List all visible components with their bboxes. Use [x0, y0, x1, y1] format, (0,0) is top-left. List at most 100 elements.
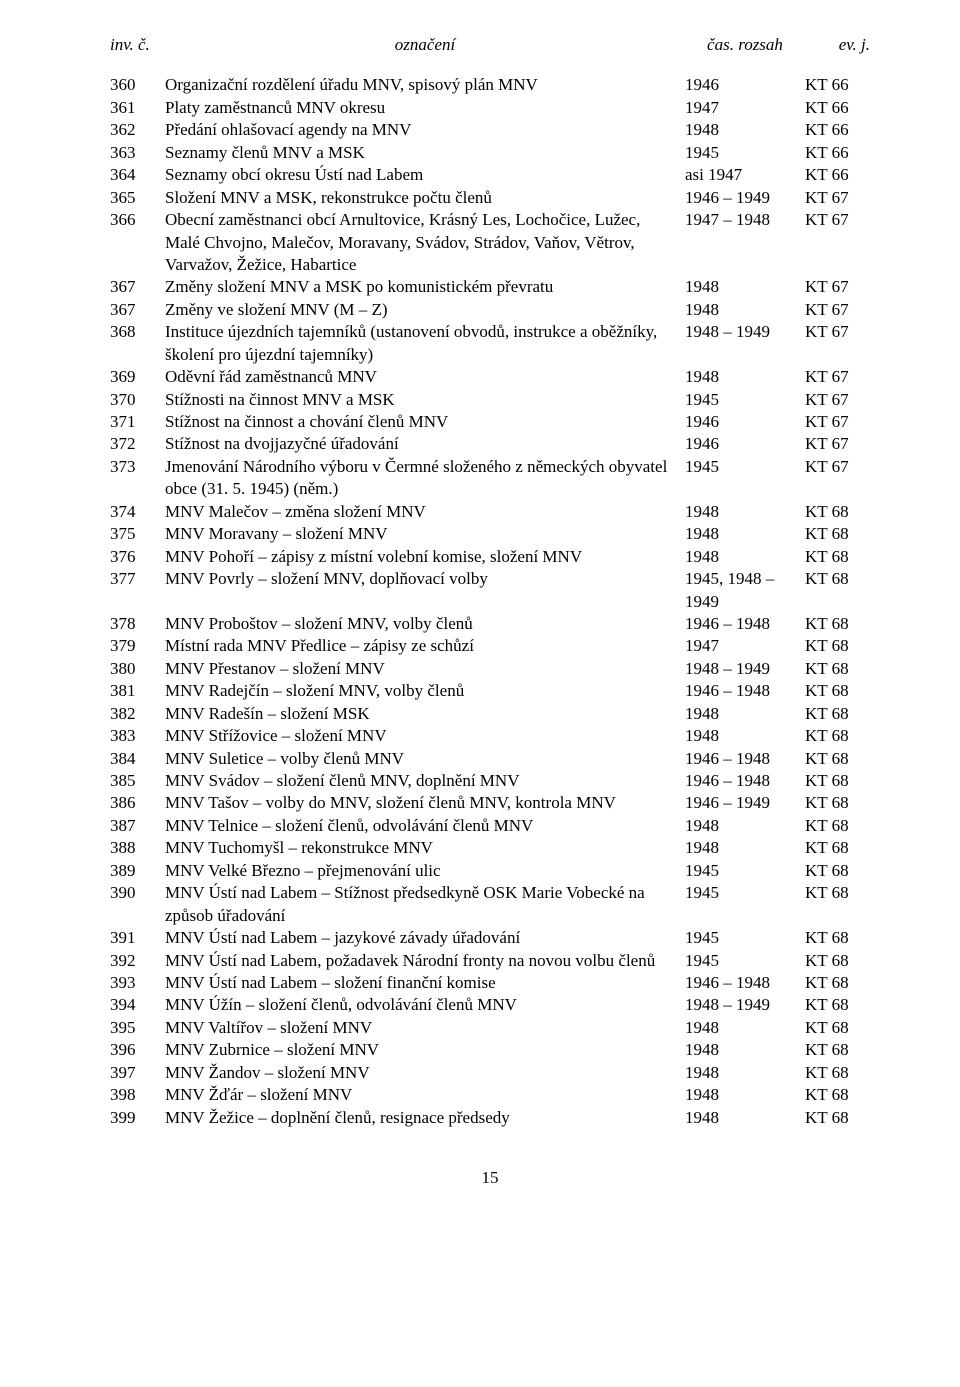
cell-cas: 1945 — [685, 950, 805, 972]
cell-inv: 388 — [110, 837, 165, 859]
table-row: 398MNV Žďár – složení MNV1948KT 68 — [110, 1084, 870, 1106]
cell-ev: KT 67 — [805, 389, 870, 411]
cell-cas: 1948 — [685, 299, 805, 321]
cell-ozn: MNV Tuchomyšl – rekonstrukce MNV — [165, 837, 685, 859]
cell-inv: 391 — [110, 927, 165, 949]
cell-ozn: Organizační rozdělení úřadu MNV, spisový… — [165, 74, 685, 96]
cell-ev: KT 68 — [805, 1107, 870, 1129]
cell-inv: 397 — [110, 1062, 165, 1084]
cell-inv: 390 — [110, 882, 165, 904]
cell-inv: 365 — [110, 187, 165, 209]
cell-inv: 367 — [110, 276, 165, 298]
table-row: 366Obecní zaměstnanci obcí Arnultovice, … — [110, 209, 870, 276]
table-row: 373Jmenování Národního výboru v Čermné s… — [110, 456, 870, 501]
cell-ozn: Obecní zaměstnanci obcí Arnultovice, Krá… — [165, 209, 685, 276]
cell-cas: 1948 – 1949 — [685, 994, 805, 1016]
table-row: 399MNV Žežice – doplnění členů, resignac… — [110, 1107, 870, 1129]
cell-ev: KT 67 — [805, 321, 870, 343]
cell-ev: KT 68 — [805, 748, 870, 770]
cell-inv: 395 — [110, 1017, 165, 1039]
cell-ev: KT 68 — [805, 860, 870, 882]
table-row: 396MNV Zubrnice – složení MNV1948KT 68 — [110, 1039, 870, 1061]
table-row: 369Oděvní řád zaměstnanců MNV1948KT 67 — [110, 366, 870, 388]
cell-inv: 375 — [110, 523, 165, 545]
table-row: 394MNV Úžín – složení členů, odvolávání … — [110, 994, 870, 1016]
cell-inv: 366 — [110, 209, 165, 231]
table-row: 376MNV Pohoří – zápisy z místní volební … — [110, 546, 870, 568]
cell-ozn: MNV Ústí nad Labem – složení finanční ko… — [165, 972, 685, 994]
cell-cas: 1947 – 1948 — [685, 209, 805, 231]
cell-cas: 1948 — [685, 815, 805, 837]
cell-ev: KT 68 — [805, 523, 870, 545]
cell-inv: 387 — [110, 815, 165, 837]
cell-cas: 1948 — [685, 546, 805, 568]
cell-cas: 1946 — [685, 411, 805, 433]
cell-cas: 1945 — [685, 142, 805, 164]
cell-ozn: MNV Svádov – složení členů MNV, doplnění… — [165, 770, 685, 792]
cell-inv: 380 — [110, 658, 165, 680]
table-row: 391MNV Ústí nad Labem – jazykové závady … — [110, 927, 870, 949]
table-row: 382MNV Radešín – složení MSK1948KT 68 — [110, 703, 870, 725]
cell-inv: 392 — [110, 950, 165, 972]
table-row: 367Změny ve složení MNV (M – Z)1948KT 67 — [110, 299, 870, 321]
cell-ev: KT 68 — [805, 972, 870, 994]
cell-ozn: MNV Radejčín – složení MNV, volby členů — [165, 680, 685, 702]
cell-cas: 1948 — [685, 1017, 805, 1039]
cell-inv: 360 — [110, 74, 165, 96]
cell-ozn: MNV Povrly – složení MNV, doplňovací vol… — [165, 568, 685, 590]
cell-cas: 1947 — [685, 635, 805, 657]
cell-cas: 1946 – 1948 — [685, 972, 805, 994]
table-header: inv. č. označení čas. rozsah ev. j. — [110, 34, 870, 56]
cell-ozn: MNV Suletice – volby členů MNV — [165, 748, 685, 770]
cell-inv: 384 — [110, 748, 165, 770]
cell-cas: 1948 — [685, 366, 805, 388]
cell-inv: 383 — [110, 725, 165, 747]
cell-ozn: MNV Úžín – složení členů, odvolávání čle… — [165, 994, 685, 1016]
cell-ev: KT 68 — [805, 1062, 870, 1084]
cell-inv: 399 — [110, 1107, 165, 1129]
table-row: 375MNV Moravany – složení MNV1948KT 68 — [110, 523, 870, 545]
cell-ozn: MNV Moravany – složení MNV — [165, 523, 685, 545]
cell-ozn: Stížnost na dvojjazyčné úřadování — [165, 433, 685, 455]
table-row: 380MNV Přestanov – složení MNV1948 – 194… — [110, 658, 870, 680]
cell-ev: KT 68 — [805, 815, 870, 837]
table-row: 368Instituce újezdních tajemníků (ustano… — [110, 321, 870, 366]
cell-cas: 1946 – 1949 — [685, 792, 805, 814]
cell-ev: KT 68 — [805, 837, 870, 859]
cell-ev: KT 68 — [805, 680, 870, 702]
cell-ozn: MNV Žežice – doplnění členů, resignace p… — [165, 1107, 685, 1129]
table-row: 363Seznamy členů MNV a MSK1945KT 66 — [110, 142, 870, 164]
cell-ev: KT 68 — [805, 658, 870, 680]
table-row: 378MNV Proboštov – složení MNV, volby čl… — [110, 613, 870, 635]
table-row: 389MNV Velké Březno – přejmenování ulic1… — [110, 860, 870, 882]
cell-ev: KT 67 — [805, 433, 870, 455]
cell-inv: 381 — [110, 680, 165, 702]
cell-ozn: MNV Ústí nad Labem – Stížnost předsedkyn… — [165, 882, 685, 927]
cell-inv: 396 — [110, 1039, 165, 1061]
cell-ev: KT 66 — [805, 164, 870, 186]
cell-cas: 1945 — [685, 860, 805, 882]
cell-ev: KT 68 — [805, 770, 870, 792]
cell-ozn: MNV Velké Březno – přejmenování ulic — [165, 860, 685, 882]
cell-cas: 1948 — [685, 523, 805, 545]
cell-ev: KT 68 — [805, 1017, 870, 1039]
header-cas: čas. rozsah — [685, 34, 805, 56]
cell-cas: 1948 — [685, 1107, 805, 1129]
table-row: 395MNV Valtířov – složení MNV1948KT 68 — [110, 1017, 870, 1039]
cell-inv: 374 — [110, 501, 165, 523]
table-row: 393MNV Ústí nad Labem – složení finanční… — [110, 972, 870, 994]
table-row: 388MNV Tuchomyšl – rekonstrukce MNV1948K… — [110, 837, 870, 859]
cell-ozn: MNV Žďár – složení MNV — [165, 1084, 685, 1106]
cell-ev: KT 68 — [805, 568, 870, 590]
cell-cas: asi 1947 — [685, 164, 805, 186]
cell-ev: KT 67 — [805, 187, 870, 209]
cell-cas: 1948 — [685, 1039, 805, 1061]
table-row: 383MNV Střížovice – složení MNV1948KT 68 — [110, 725, 870, 747]
cell-ev: KT 66 — [805, 97, 870, 119]
table-row: 361Platy zaměstnanců MNV okresu1947KT 66 — [110, 97, 870, 119]
table-row: 377MNV Povrly – složení MNV, doplňovací … — [110, 568, 870, 613]
table-row: 365Složení MNV a MSK, rekonstrukce počtu… — [110, 187, 870, 209]
cell-cas: 1948 — [685, 837, 805, 859]
cell-cas: 1946 – 1948 — [685, 770, 805, 792]
cell-ozn: MNV Pohoří – zápisy z místní volební kom… — [165, 546, 685, 568]
